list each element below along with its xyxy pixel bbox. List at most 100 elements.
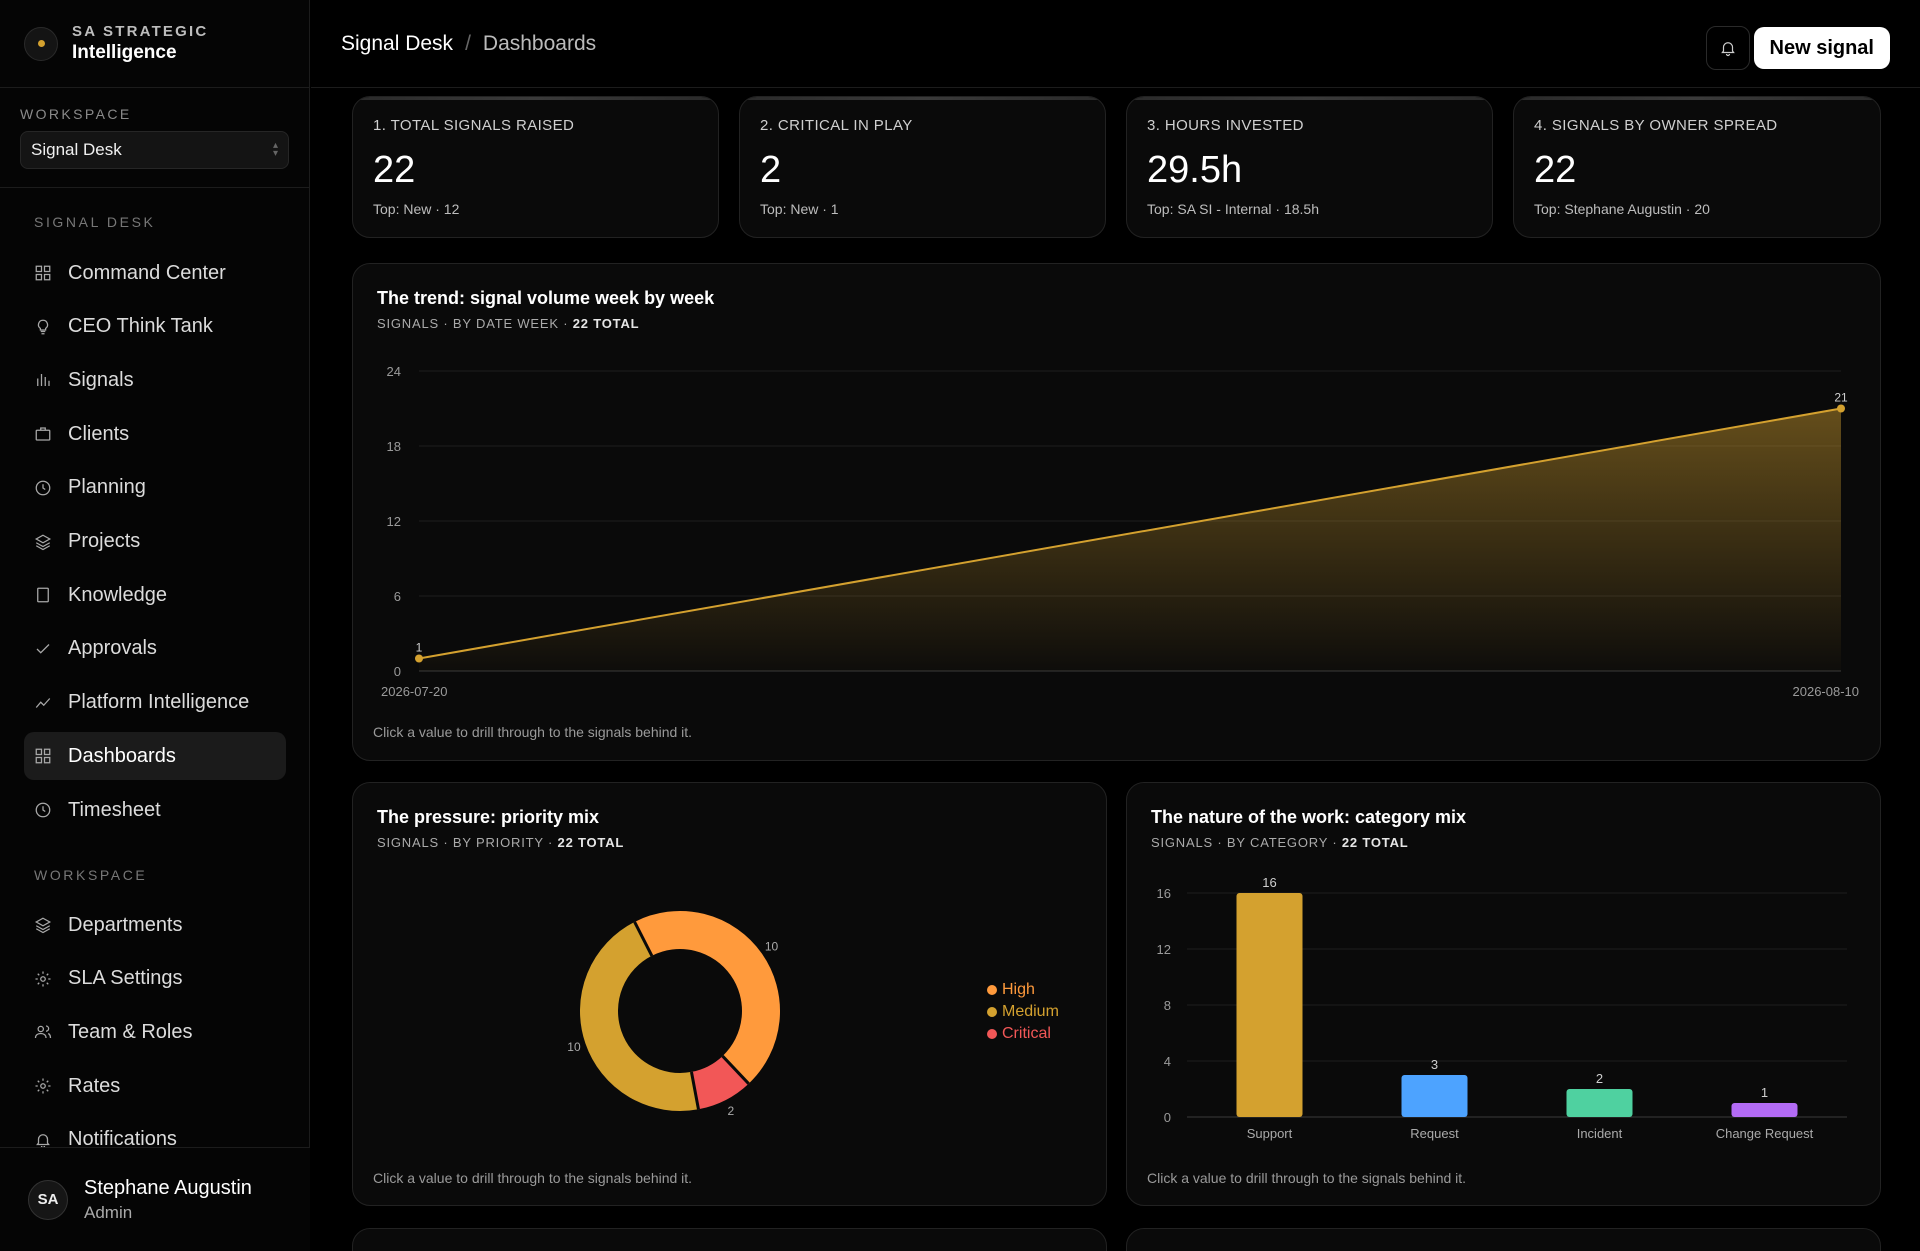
chart-footer: Click a value to drill through to the si… bbox=[373, 1170, 693, 1186]
sidebar-item-signals[interactable]: Signals bbox=[24, 356, 286, 404]
priority-donut-chart[interactable]: 10 2 10 bbox=[353, 783, 1107, 1206]
sidebar-item-label: Approvals bbox=[68, 637, 157, 660]
chart-title: The trend: signal volume week by week bbox=[377, 288, 715, 308]
workspace-selected: Signal Desk bbox=[31, 140, 122, 159]
trend-area-chart[interactable]: 0 6 12 18 24 1 21 2026-07-20 2026-08-10 bbox=[353, 264, 1881, 761]
category-bar-chart[interactable]: 0 4 8 12 16 16 Support 3 Request 2 Incident 1 Change… bbox=[1127, 783, 1881, 1206]
workspace-select[interactable]: Signal Desk ▴ ▾ bbox=[20, 131, 289, 169]
kpi-card[interactable]: 3. HOURS INVESTED 29.5h Top: SA SI - Int… bbox=[1126, 96, 1493, 238]
slice-separator bbox=[633, 921, 654, 957]
sidebar-item-clients[interactable]: Clients bbox=[24, 410, 286, 458]
kpi-card[interactable]: 1. TOTAL SIGNALS RAISED 22 Top: New · 12 bbox=[352, 96, 719, 238]
sidebar-item-label: Timesheet bbox=[68, 798, 161, 821]
sidebar-item-label: Dashboards bbox=[68, 744, 176, 767]
nav-section-signal-desk: SIGNAL DESK bbox=[34, 214, 156, 230]
y-tick-label: 4 bbox=[1164, 1054, 1171, 1069]
kpi-value: 2 bbox=[760, 149, 782, 191]
trend-area bbox=[419, 408, 1841, 671]
y-tick-label: 12 bbox=[1157, 942, 1171, 957]
chart-footer: Click a value to drill through to the si… bbox=[373, 724, 693, 740]
kpi-sub: Top: Stephane Augustin · 20 bbox=[1534, 201, 1710, 217]
kpi-card[interactable]: 4. SIGNALS BY OWNER SPREAD 22 Top: Steph… bbox=[1513, 96, 1881, 238]
sidebar-item-dashboards[interactable]: Dashboards bbox=[24, 732, 286, 781]
layers-icon bbox=[34, 533, 52, 551]
legend-label: Critical bbox=[1002, 1025, 1051, 1042]
sidebar-item-ceo-think-tank[interactable]: CEO Think Tank bbox=[24, 303, 286, 351]
bar-incident bbox=[1566, 1089, 1633, 1117]
sidebar-item-command-center[interactable]: Command Center bbox=[24, 249, 286, 297]
kpi-card[interactable]: 2. CRITICAL IN PLAY 2 Top: New · 1 bbox=[739, 96, 1106, 238]
sidebar-item-label: Planning bbox=[68, 476, 146, 499]
category-chart-card: The nature of the work: category mix SIG… bbox=[1126, 782, 1881, 1206]
briefcase-icon bbox=[34, 425, 52, 443]
chart-subtitle: SIGNALS · BY PRIORITY · 22 TOTAL bbox=[377, 835, 625, 850]
breadcrumb-signal-desk[interactable]: Signal Desk bbox=[341, 31, 454, 55]
sidebar-item-platform-intelligence[interactable]: Platform Intelligence bbox=[24, 679, 286, 727]
chevron-updown-icon: ▴ ▾ bbox=[272, 140, 278, 159]
donut-slice-medium bbox=[580, 921, 699, 1111]
kpi-value: 29.5h bbox=[1147, 149, 1243, 191]
sidebar: SA STRATEGIC Intelligence WORKSPACE Sign… bbox=[0, 0, 310, 1251]
legend-swatch bbox=[987, 1029, 997, 1039]
sidebar-item-planning[interactable]: Planning bbox=[24, 464, 286, 512]
trend-line bbox=[418, 407, 1842, 660]
sidebar-item-approvals[interactable]: Approvals bbox=[24, 625, 286, 673]
clock-icon bbox=[34, 801, 52, 819]
data-point bbox=[1837, 404, 1845, 413]
sidebar-item-rates[interactable]: Rates bbox=[24, 1062, 286, 1110]
layers-icon bbox=[34, 916, 52, 934]
legend-swatch bbox=[987, 1007, 997, 1017]
new-signal-button[interactable]: New signal bbox=[1753, 27, 1890, 69]
bar-chart-icon bbox=[34, 371, 52, 389]
x-tick-label: 2026-07-20 bbox=[381, 684, 448, 699]
legend-item[interactable]: Medium bbox=[987, 1001, 1059, 1023]
grid-icon bbox=[34, 747, 52, 765]
notifications-button[interactable] bbox=[1706, 26, 1750, 70]
kpi-title: 4. SIGNALS BY OWNER SPREAD bbox=[1534, 117, 1778, 134]
brand[interactable]: SA STRATEGIC Intelligence bbox=[0, 0, 309, 88]
breadcrumb-dashboards: Dashboards bbox=[482, 31, 597, 55]
sidebar-item-departments[interactable]: Departments bbox=[24, 901, 286, 949]
sidebar-item-label: Platform Intelligence bbox=[68, 691, 250, 714]
workspace-label: WORKSPACE bbox=[20, 106, 132, 122]
kpi-sub: Top: SA SI - Internal · 18.5h bbox=[1147, 201, 1319, 217]
dashboard-card-partial bbox=[1126, 1228, 1881, 1251]
slice-separator bbox=[721, 1055, 750, 1085]
bar-value-label: 1 bbox=[1761, 1085, 1768, 1100]
sidebar-item-label: SLA Settings bbox=[68, 967, 183, 990]
priority-legend: High Medium Critical bbox=[987, 979, 1059, 1045]
nav-section-workspace: WORKSPACE bbox=[34, 867, 148, 883]
slice-value-label: 10 bbox=[765, 939, 779, 953]
y-tick-label: 8 bbox=[1164, 998, 1171, 1013]
bar-request bbox=[1401, 1075, 1468, 1117]
kpi-title: 2. CRITICAL IN PLAY bbox=[760, 117, 913, 134]
bar-support bbox=[1236, 893, 1303, 1117]
data-point bbox=[415, 654, 423, 663]
brand-logo-icon bbox=[24, 26, 58, 61]
chart-title: The nature of the work: category mix bbox=[1151, 807, 1467, 827]
check-icon bbox=[34, 640, 52, 658]
legend-item[interactable]: Critical bbox=[987, 1023, 1059, 1045]
user-profile[interactable]: SA Stephane Augustin Admin bbox=[0, 1147, 310, 1251]
legend-swatch bbox=[987, 985, 997, 995]
x-tick-label: Incident bbox=[1577, 1126, 1623, 1141]
bar-value-label: 3 bbox=[1431, 1057, 1438, 1072]
data-label: 1 bbox=[416, 641, 423, 655]
chart-title: The pressure: priority mix bbox=[377, 807, 600, 827]
donut-slice-high bbox=[634, 911, 780, 1084]
chart-footer: Click a value to drill through to the si… bbox=[1147, 1170, 1467, 1186]
sidebar-item-projects[interactable]: Projects bbox=[24, 518, 286, 566]
sidebar-item-team-roles[interactable]: Team & Roles bbox=[24, 1008, 286, 1056]
y-tick-label: 0 bbox=[1164, 1110, 1171, 1125]
legend-item[interactable]: High bbox=[987, 979, 1059, 1001]
sidebar-item-timesheet[interactable]: Timesheet bbox=[24, 786, 286, 834]
topbar: Signal Desk / Dashboards New signal bbox=[311, 0, 1920, 88]
sidebar-item-label: Projects bbox=[68, 530, 141, 552]
y-tick-label: 18 bbox=[387, 439, 401, 454]
bar-value-label: 2 bbox=[1596, 1071, 1603, 1086]
sidebar-item-sla-settings[interactable]: SLA Settings bbox=[24, 955, 286, 1003]
grid-icon bbox=[34, 264, 52, 282]
slice-value-label: 2 bbox=[728, 1104, 735, 1118]
avatar: SA bbox=[28, 1179, 68, 1220]
sidebar-item-knowledge[interactable]: Knowledge bbox=[24, 571, 286, 619]
